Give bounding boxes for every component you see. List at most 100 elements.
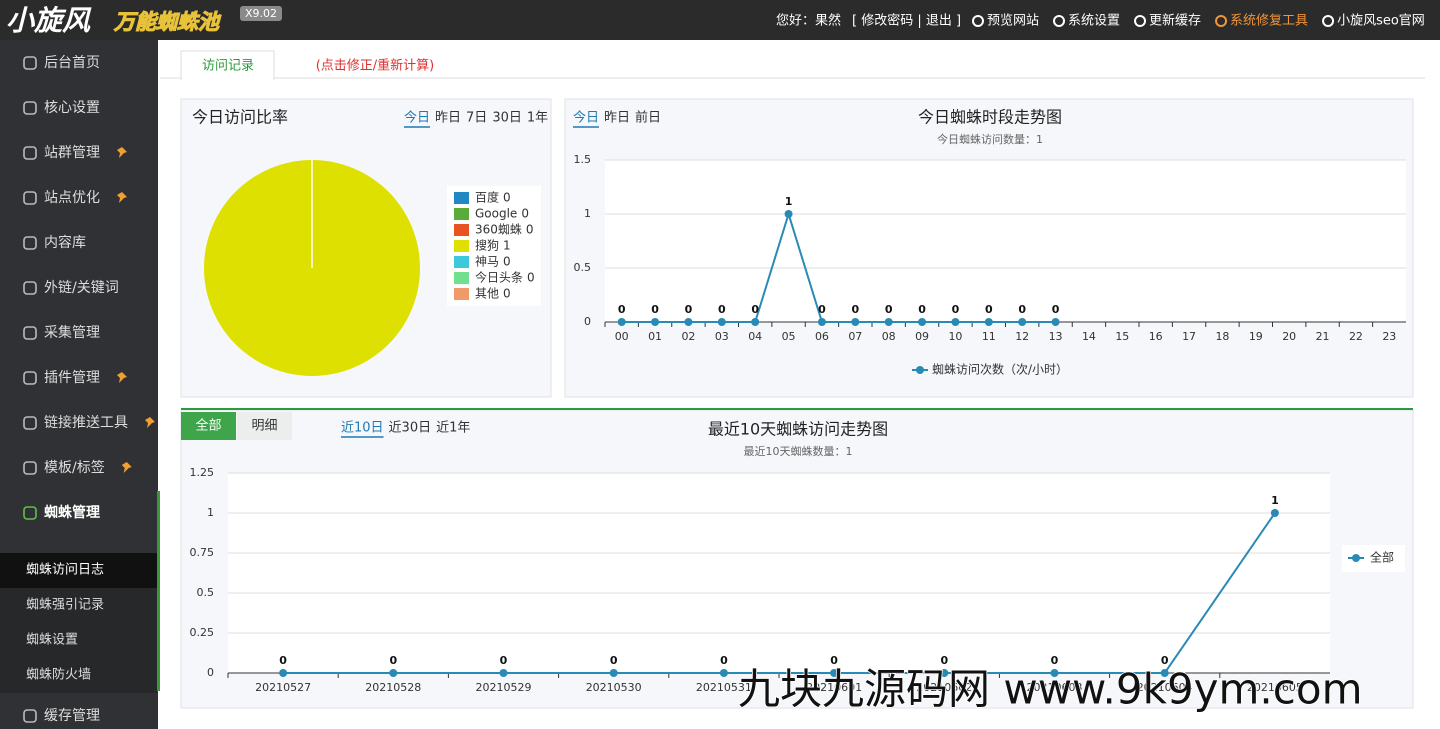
menu-item[interactable]: 外链/关键词 [44, 280, 119, 296]
menu-icon [23, 326, 37, 340]
period-filter[interactable]: 近30日 [389, 421, 432, 436]
x-tick-label: 12 [1015, 330, 1029, 343]
x-tick-label: 11 [982, 330, 996, 343]
chart-subtitle: 今日蜘蛛访问数量：1 [937, 132, 1043, 146]
submenu-item[interactable]: 蜘蛛设置 [26, 633, 78, 648]
nav-link[interactable]: 更新缓存 [1149, 13, 1201, 29]
nav-icon [1053, 15, 1066, 27]
mode-label[interactable]: 明细 [251, 419, 277, 434]
submenu-row [0, 588, 157, 623]
legend-value: 0 [526, 223, 534, 237]
mode-button[interactable] [181, 412, 236, 440]
period-filter[interactable]: 7日 [466, 111, 487, 126]
account-links[interactable]: [ 修改密码 | 退出 ] [852, 13, 961, 29]
nav-icon [972, 15, 984, 27]
menu-item[interactable]: 模板/标签 [44, 459, 105, 476]
x-tick-label: 06 [815, 330, 829, 343]
menu-item[interactable]: 采集管理 [44, 324, 100, 341]
data-point [279, 669, 288, 677]
period-filter[interactable]: 昨日 [435, 111, 461, 126]
plot-area [228, 473, 1330, 673]
menu-item[interactable]: 蜘蛛管理 [44, 504, 100, 521]
pin-icon [121, 462, 132, 473]
x-tick-label: 20210527 [255, 681, 311, 694]
pin-icon [117, 192, 127, 203]
legend-swatch [454, 240, 469, 252]
data-label: 0 [851, 303, 859, 316]
data-label: 0 [718, 303, 726, 316]
x-tick-label: 20210601 [806, 681, 862, 694]
nav-link[interactable]: 预览网站 [987, 13, 1039, 29]
x-tick-label: 15 [1115, 330, 1129, 343]
greeting: 您好：果然 [776, 13, 841, 29]
x-tick-label: 20210529 [476, 681, 532, 694]
period-filter[interactable]: 30日 [492, 111, 522, 126]
legend-swatch [454, 256, 469, 268]
x-tick-label: 10 [948, 330, 962, 343]
version-badge [240, 6, 282, 21]
submenu-item[interactable]: 蜘蛛强引记录 [26, 598, 104, 613]
menu-icon [23, 709, 37, 723]
period-filter[interactable]: 1年 [527, 111, 548, 126]
menu-item[interactable]: 后台首页 [44, 55, 100, 71]
x-tick-label: 23 [1382, 330, 1396, 343]
period-filter[interactable]: 近10日 [341, 421, 384, 436]
data-label: 0 [918, 303, 926, 316]
menu-item[interactable]: 核心设置 [44, 100, 100, 116]
y-tick-label: 1 [584, 207, 591, 220]
menu-item[interactable]: 站群管理 [44, 145, 100, 161]
y-tick-label: 0.75 [190, 546, 215, 559]
nav-link[interactable]: 系统修复工具 [1230, 14, 1308, 29]
chart-subtitle: 最近10天蜘蛛数量：1 [744, 444, 853, 458]
x-tick-label: 08 [882, 330, 896, 343]
legend-value: 0 [521, 207, 529, 221]
nav-link[interactable]: 系统设置 [1068, 14, 1120, 29]
y-tick-label: 0 [584, 315, 591, 328]
data-point [499, 669, 508, 677]
data-label: 1 [785, 195, 793, 208]
menu-item[interactable]: 插件管理 [44, 370, 100, 386]
mode-button[interactable] [237, 412, 292, 440]
menu-icon [23, 236, 37, 250]
menu-item[interactable]: 内容库 [44, 234, 86, 251]
data-label: 0 [618, 303, 626, 316]
data-point [830, 669, 839, 677]
tab-mask [182, 77, 273, 80]
data-label: 0 [1161, 654, 1169, 667]
data-label: 1 [1271, 494, 1279, 507]
menu-item[interactable]: 站点优化 [44, 190, 100, 206]
x-tick-label: 05 [782, 330, 796, 343]
y-tick-label: 1 [207, 506, 214, 519]
legend-swatch [454, 208, 469, 220]
period-filter[interactable]: 昨日 [604, 111, 630, 126]
tab[interactable]: (点击修正/重新计算) [316, 58, 435, 74]
submenu-item[interactable]: 蜘蛛访问日志 [26, 563, 104, 578]
mode-label[interactable]: 全部 [195, 418, 221, 434]
data-label: 0 [1018, 303, 1026, 316]
nav-icon [1134, 15, 1147, 27]
legend-swatch [454, 224, 469, 236]
menu-item[interactable]: 链接推送工具 [44, 414, 128, 431]
legend-label: 百度 [475, 190, 499, 205]
tab[interactable]: 访问记录 [202, 59, 254, 74]
y-tick-label: 0.5 [574, 261, 592, 274]
submenu-row [0, 658, 157, 693]
period-filter[interactable]: 前日 [635, 110, 661, 126]
menu-icon [23, 371, 37, 385]
data-point [951, 318, 960, 326]
period-filter[interactable]: 今日 [404, 110, 430, 126]
y-tick-label: 1.5 [574, 153, 592, 166]
submenu-item[interactable]: 蜘蛛防火墙 [26, 667, 91, 683]
nav-link[interactable]: 小旋风seo官网 [1337, 13, 1425, 29]
period-filter[interactable]: 今日 [573, 110, 599, 126]
x-tick-label: 22 [1349, 330, 1363, 343]
data-label: 0 [952, 303, 960, 316]
period-filter[interactable]: 近1年 [436, 421, 470, 436]
menu-icon [23, 506, 37, 520]
legend-label: 蜘蛛访问次数（次/小时） [932, 362, 1068, 377]
legend-marker [1352, 554, 1360, 562]
x-tick-label: 00 [615, 330, 629, 343]
menu-icon [23, 191, 37, 205]
menu-item[interactable]: 缓存管理 [44, 708, 100, 724]
